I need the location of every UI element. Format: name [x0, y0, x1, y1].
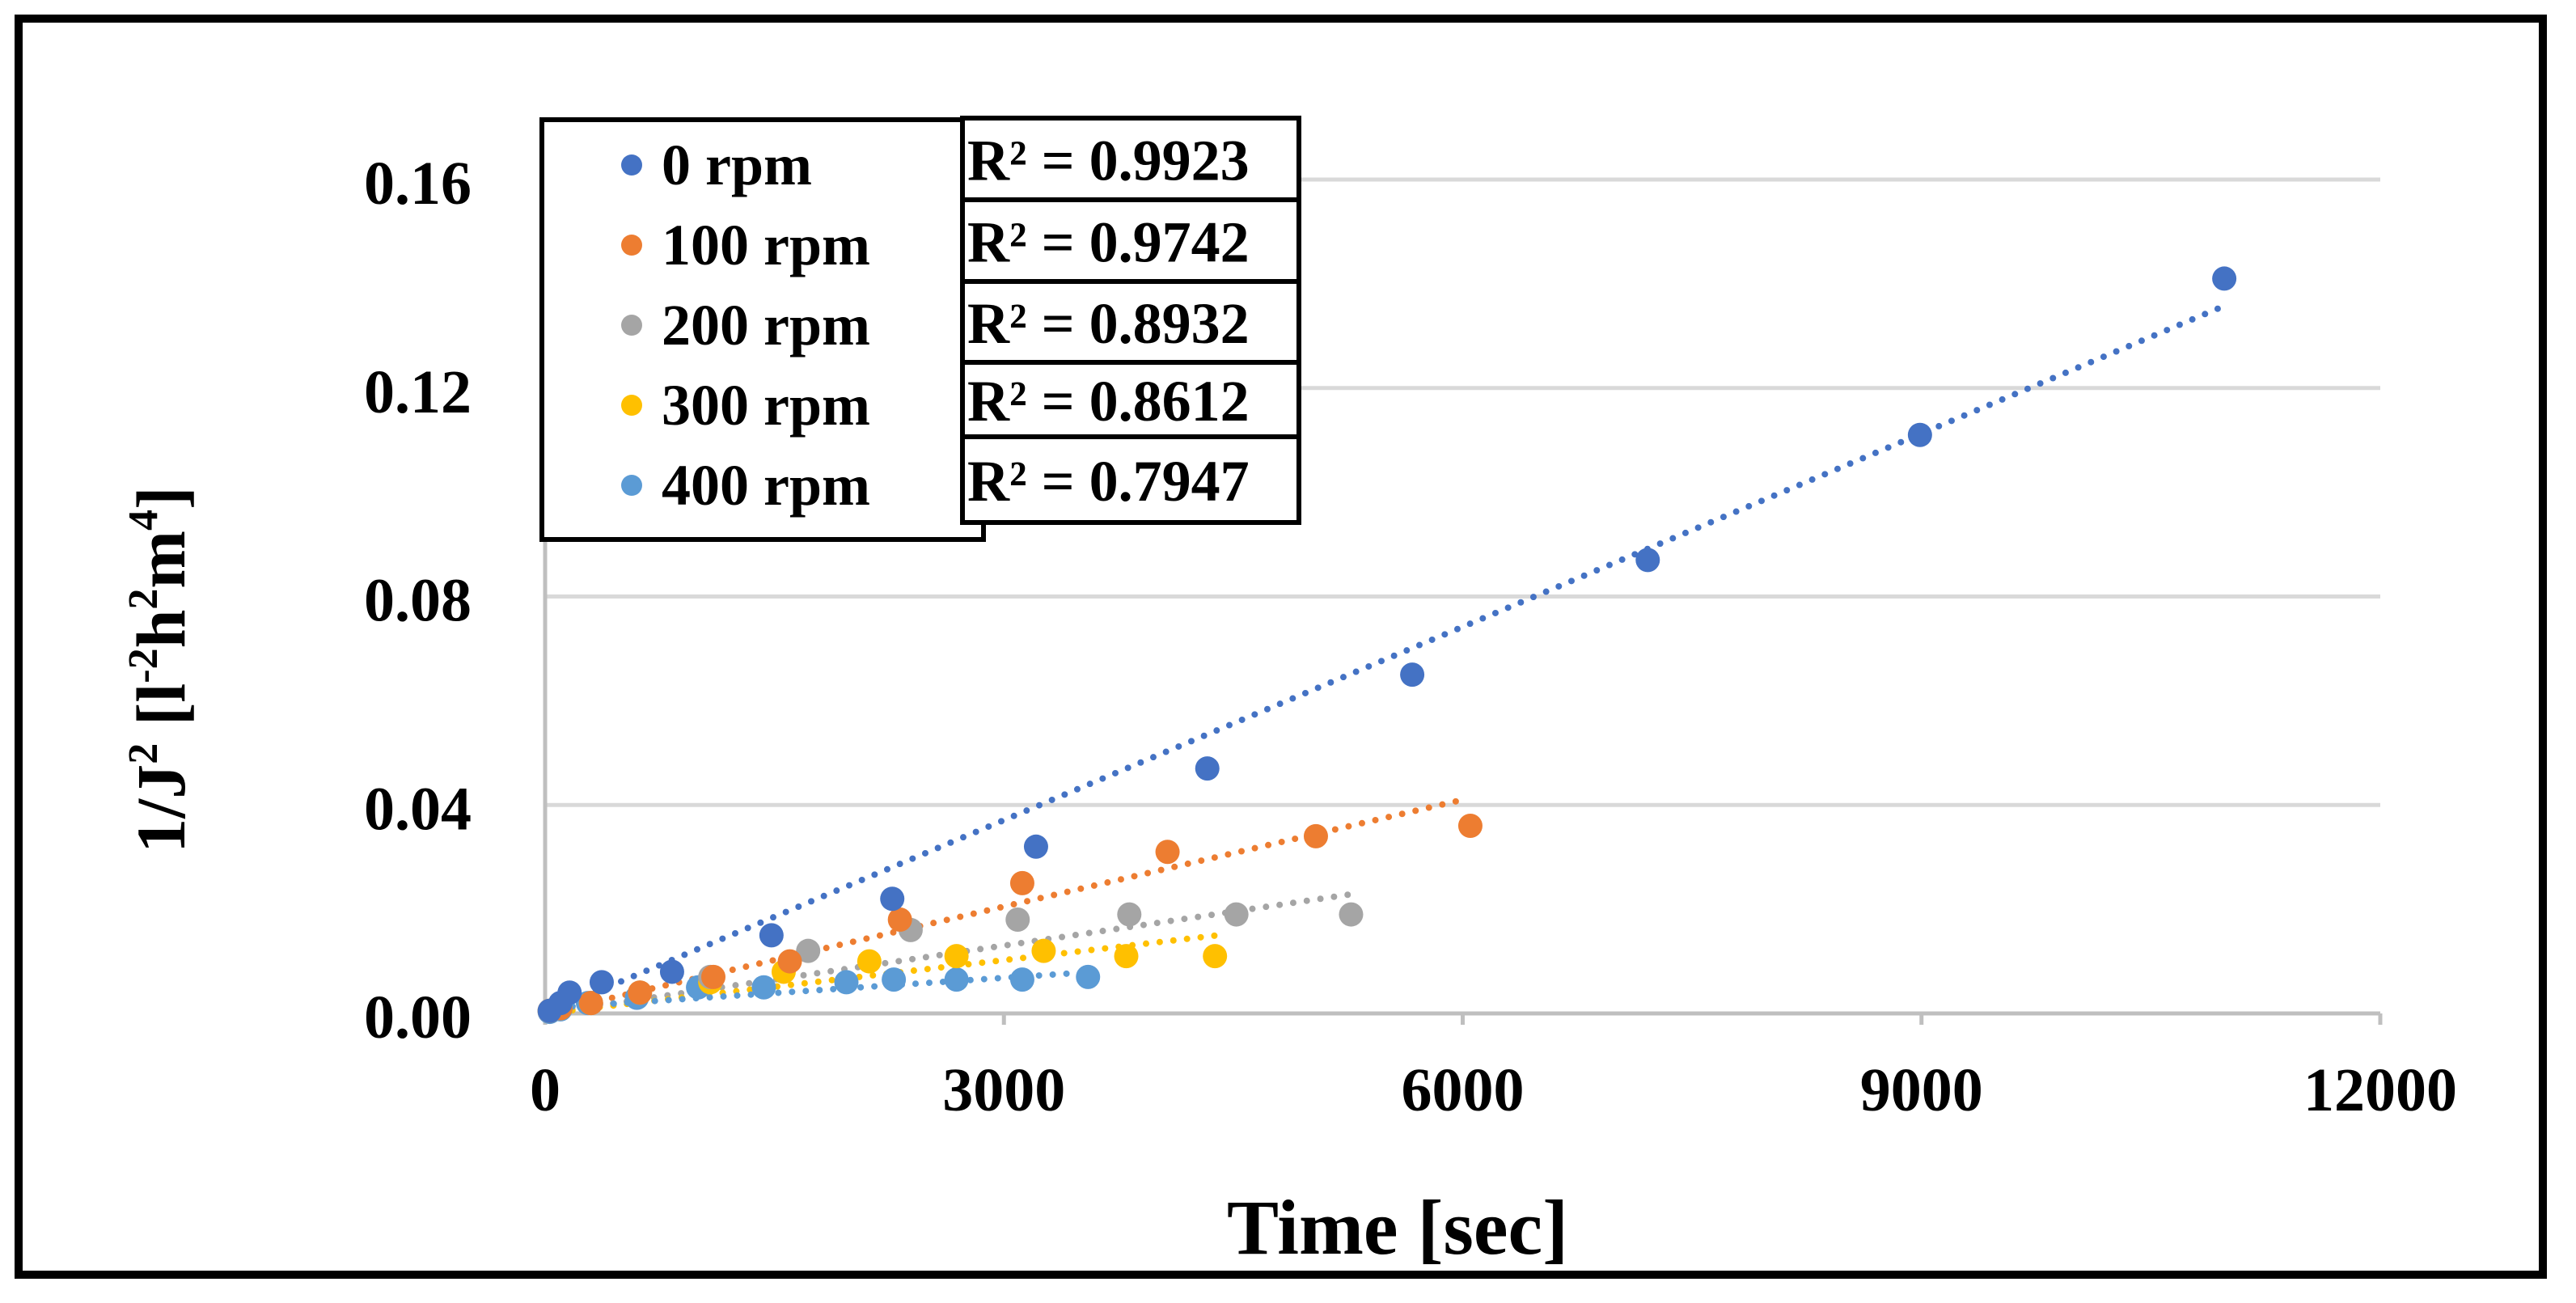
data-point: [882, 967, 907, 992]
data-point: [1009, 870, 1034, 895]
data-point: [1203, 944, 1228, 969]
x-tick-label: 9000: [1860, 1056, 1983, 1124]
y-axis-label: 1/J2 [l-2h2m4]: [121, 486, 200, 852]
data-point: [557, 980, 582, 1005]
data-point: [1457, 814, 1483, 839]
legend-label: 0 rpm: [662, 133, 812, 197]
data-points: [537, 266, 2237, 1025]
y-tick-label: 0.00: [364, 984, 472, 1051]
data-point: [777, 949, 802, 974]
y-tick-labels: 0.00 0.04 0.08 0.12 0.16: [364, 150, 472, 1051]
data-point: [857, 949, 882, 974]
r-squared-label: R² = 0.9923: [967, 129, 1250, 193]
data-point: [759, 923, 784, 948]
y-tick-label: 0.08: [364, 567, 472, 635]
x-tick-labels: 0 3000 6000 9000 12000: [530, 1056, 2457, 1124]
x-tick-label: 12000: [2303, 1056, 2457, 1124]
trendline: [542, 968, 1099, 1012]
r-squared-box: [960, 279, 1301, 365]
data-point: [1009, 967, 1034, 992]
y-tick-label: 0.16: [364, 150, 472, 218]
trendline: [542, 301, 2231, 1017]
data-point: [751, 975, 776, 1000]
data-point: [796, 938, 821, 963]
legend-marker: [621, 475, 642, 496]
x-tick-label: 0: [530, 1056, 560, 1124]
data-point: [834, 970, 859, 995]
data-point: [1023, 834, 1048, 859]
data-point: [1907, 422, 1932, 447]
data-point: [1224, 902, 1249, 927]
data-point: [887, 907, 912, 933]
data-point: [1117, 902, 1142, 927]
data-point: [659, 959, 684, 984]
scatter-chart: 0.000.040.080.120.16 0 3000 6000 9000 12000 …: [121, 116, 2457, 1271]
r-squared-box: [960, 116, 1301, 202]
legend-label: 300 rpm: [662, 373, 870, 438]
data-point: [1155, 840, 1180, 865]
legend-marker: [621, 315, 642, 336]
data-point: [589, 970, 614, 995]
data-point: [578, 991, 603, 1016]
data-point: [880, 886, 905, 912]
legend-label: 200 rpm: [662, 293, 870, 357]
r-squared-label: R² = 0.9742: [967, 210, 1250, 275]
legend-label: 400 rpm: [662, 453, 870, 518]
legend-label: 100 rpm: [662, 213, 870, 277]
x-tick-label: 6000: [1402, 1056, 1525, 1124]
data-point: [2212, 266, 2237, 291]
r-squared-label: R² = 0.8932: [967, 291, 1250, 356]
data-point: [1031, 938, 1056, 963]
r-squared-labels: R² = 0.9923 R² = 0.9742 R² = 0.8932 R² = 0.…: [960, 116, 1301, 525]
x-tick-label: 3000: [942, 1056, 1065, 1124]
data-point: [1114, 944, 1139, 969]
y-tick-label: 0.04: [364, 775, 472, 843]
x-axis-label: Time [sec]: [1227, 1184, 1568, 1271]
chart-frame: 0.00 0.04 0.08 0.12 0.16 0 3000 6000 9000 12000 …: [15, 15, 2547, 1279]
data-point: [1339, 902, 1364, 927]
r-squared-box: [960, 434, 1301, 525]
r-squared-label: R² = 0.8612: [967, 369, 1250, 434]
data-point: [944, 967, 969, 992]
data-point: [1635, 548, 1660, 573]
legend: 0 rpm 100 rpm 200 rpm 300 rpm 400 rpm: [539, 117, 986, 542]
data-point: [628, 980, 653, 1005]
data-point: [1400, 662, 1425, 687]
y-tick-label: 0.12: [364, 358, 472, 426]
data-point: [700, 964, 725, 989]
data-point: [1005, 907, 1030, 933]
r-squared-box: [960, 360, 1301, 439]
data-point: [1303, 823, 1328, 848]
data-point: [1076, 964, 1101, 989]
legend-marker: [621, 235, 642, 256]
data-point: [944, 944, 969, 969]
legend-marker: [621, 154, 642, 176]
legend-marker: [621, 395, 642, 416]
data-point: [1195, 756, 1220, 781]
r-squared-label: R² = 0.7947: [967, 449, 1250, 514]
